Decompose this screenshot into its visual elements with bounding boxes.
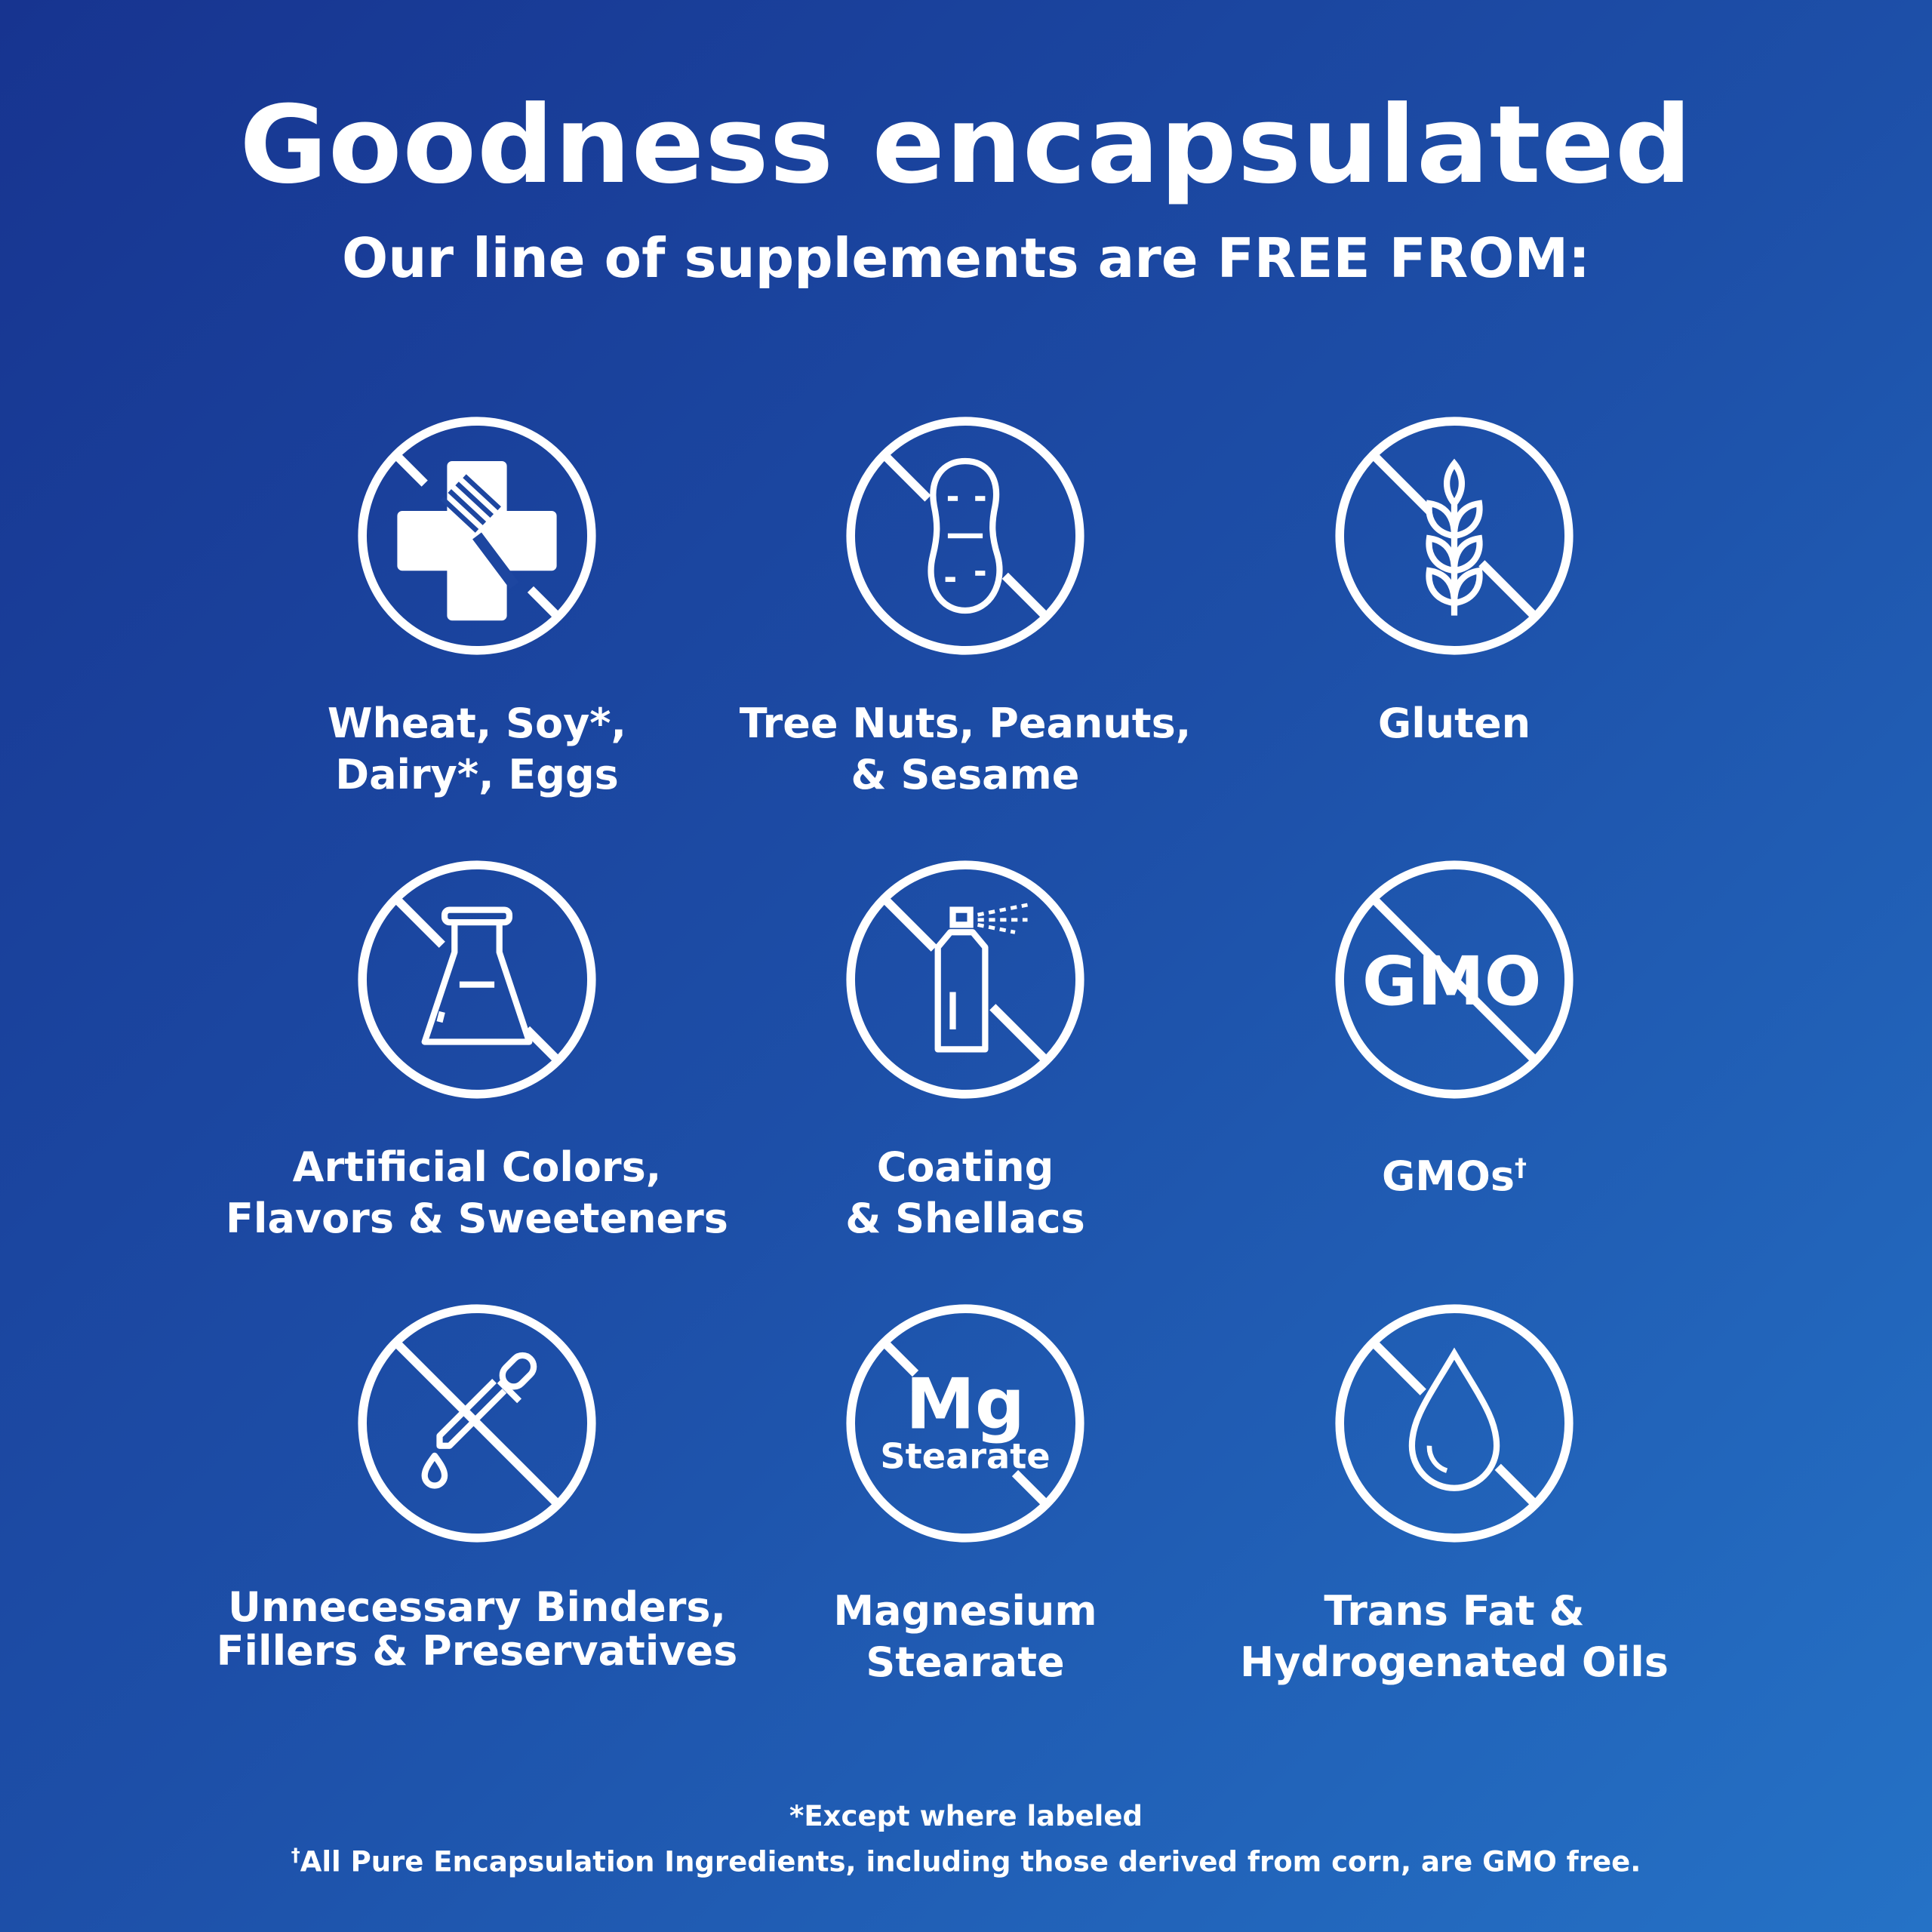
flask-icon: [358, 860, 596, 1099]
peanut-icon: [846, 417, 1084, 655]
item-gmos: GMO GMOs†: [1152, 855, 1756, 1202]
gmo-icon: GMO: [1335, 860, 1574, 1099]
item-label: Artificial Colors, Flavors & Sweeteners: [226, 1143, 728, 1242]
spray-can-icon: [846, 860, 1084, 1099]
item-artificial-colors: Artificial Colors, Flavors & Sweeteners: [175, 855, 779, 1244]
item-coating-shellacs: Coating & Shellacs: [663, 855, 1267, 1244]
svg-text:Stearate: Stearate: [880, 1435, 1050, 1476]
item-wheat-soy-dairy-eggs: Wheat, Soy*, Dairy*, Eggs: [175, 411, 779, 801]
item-label: Unnecessary Binders, Fillers & Preservati…: [216, 1583, 738, 1675]
wheat-dairy-cross-icon: [358, 417, 596, 655]
item-magnesium-stearate: Mg Stearate Magnesium Stearate: [663, 1299, 1267, 1688]
item-label: Trans Fat & Hydrogenated Oils: [1240, 1587, 1669, 1686]
item-nuts-peanuts-sesame: Tree Nuts, Peanuts, & Sesame: [663, 411, 1267, 801]
item-label: Gluten: [1377, 700, 1531, 747]
wheat-stalk-icon: [1335, 417, 1574, 655]
footnote-gmo: †All Pure Encapsulation Ingredients, inc…: [291, 1844, 1641, 1878]
mg-stearate-icon: Mg Stearate: [846, 1304, 1084, 1543]
item-label: Magnesium Stearate: [833, 1587, 1097, 1686]
footnote-except: *Except where labeled: [789, 1800, 1143, 1832]
item-label: Tree Nuts, Peanuts, & Sesame: [739, 700, 1192, 798]
dropper-icon: [358, 1304, 596, 1543]
item-label: Wheat, Soy*, Dairy*, Eggs: [327, 700, 627, 798]
item-label: Coating & Shellacs: [845, 1143, 1085, 1242]
item-gluten: Gluten: [1152, 411, 1756, 749]
item-trans-fat: Trans Fat & Hydrogenated Oils: [1152, 1299, 1756, 1688]
page-title: Goodness encapsulated: [239, 83, 1693, 208]
svg-text:GMO: GMO: [1362, 943, 1542, 1021]
item-binders-fillers: Unnecessary Binders, Fillers & Preservati…: [175, 1299, 779, 1673]
page-subtitle: Our line of supplements are FREE FROM:: [342, 226, 1590, 290]
svg-text:Mg: Mg: [906, 1364, 1025, 1445]
oil-drop-icon: [1335, 1304, 1574, 1543]
item-label: GMOs†: [1381, 1152, 1527, 1200]
